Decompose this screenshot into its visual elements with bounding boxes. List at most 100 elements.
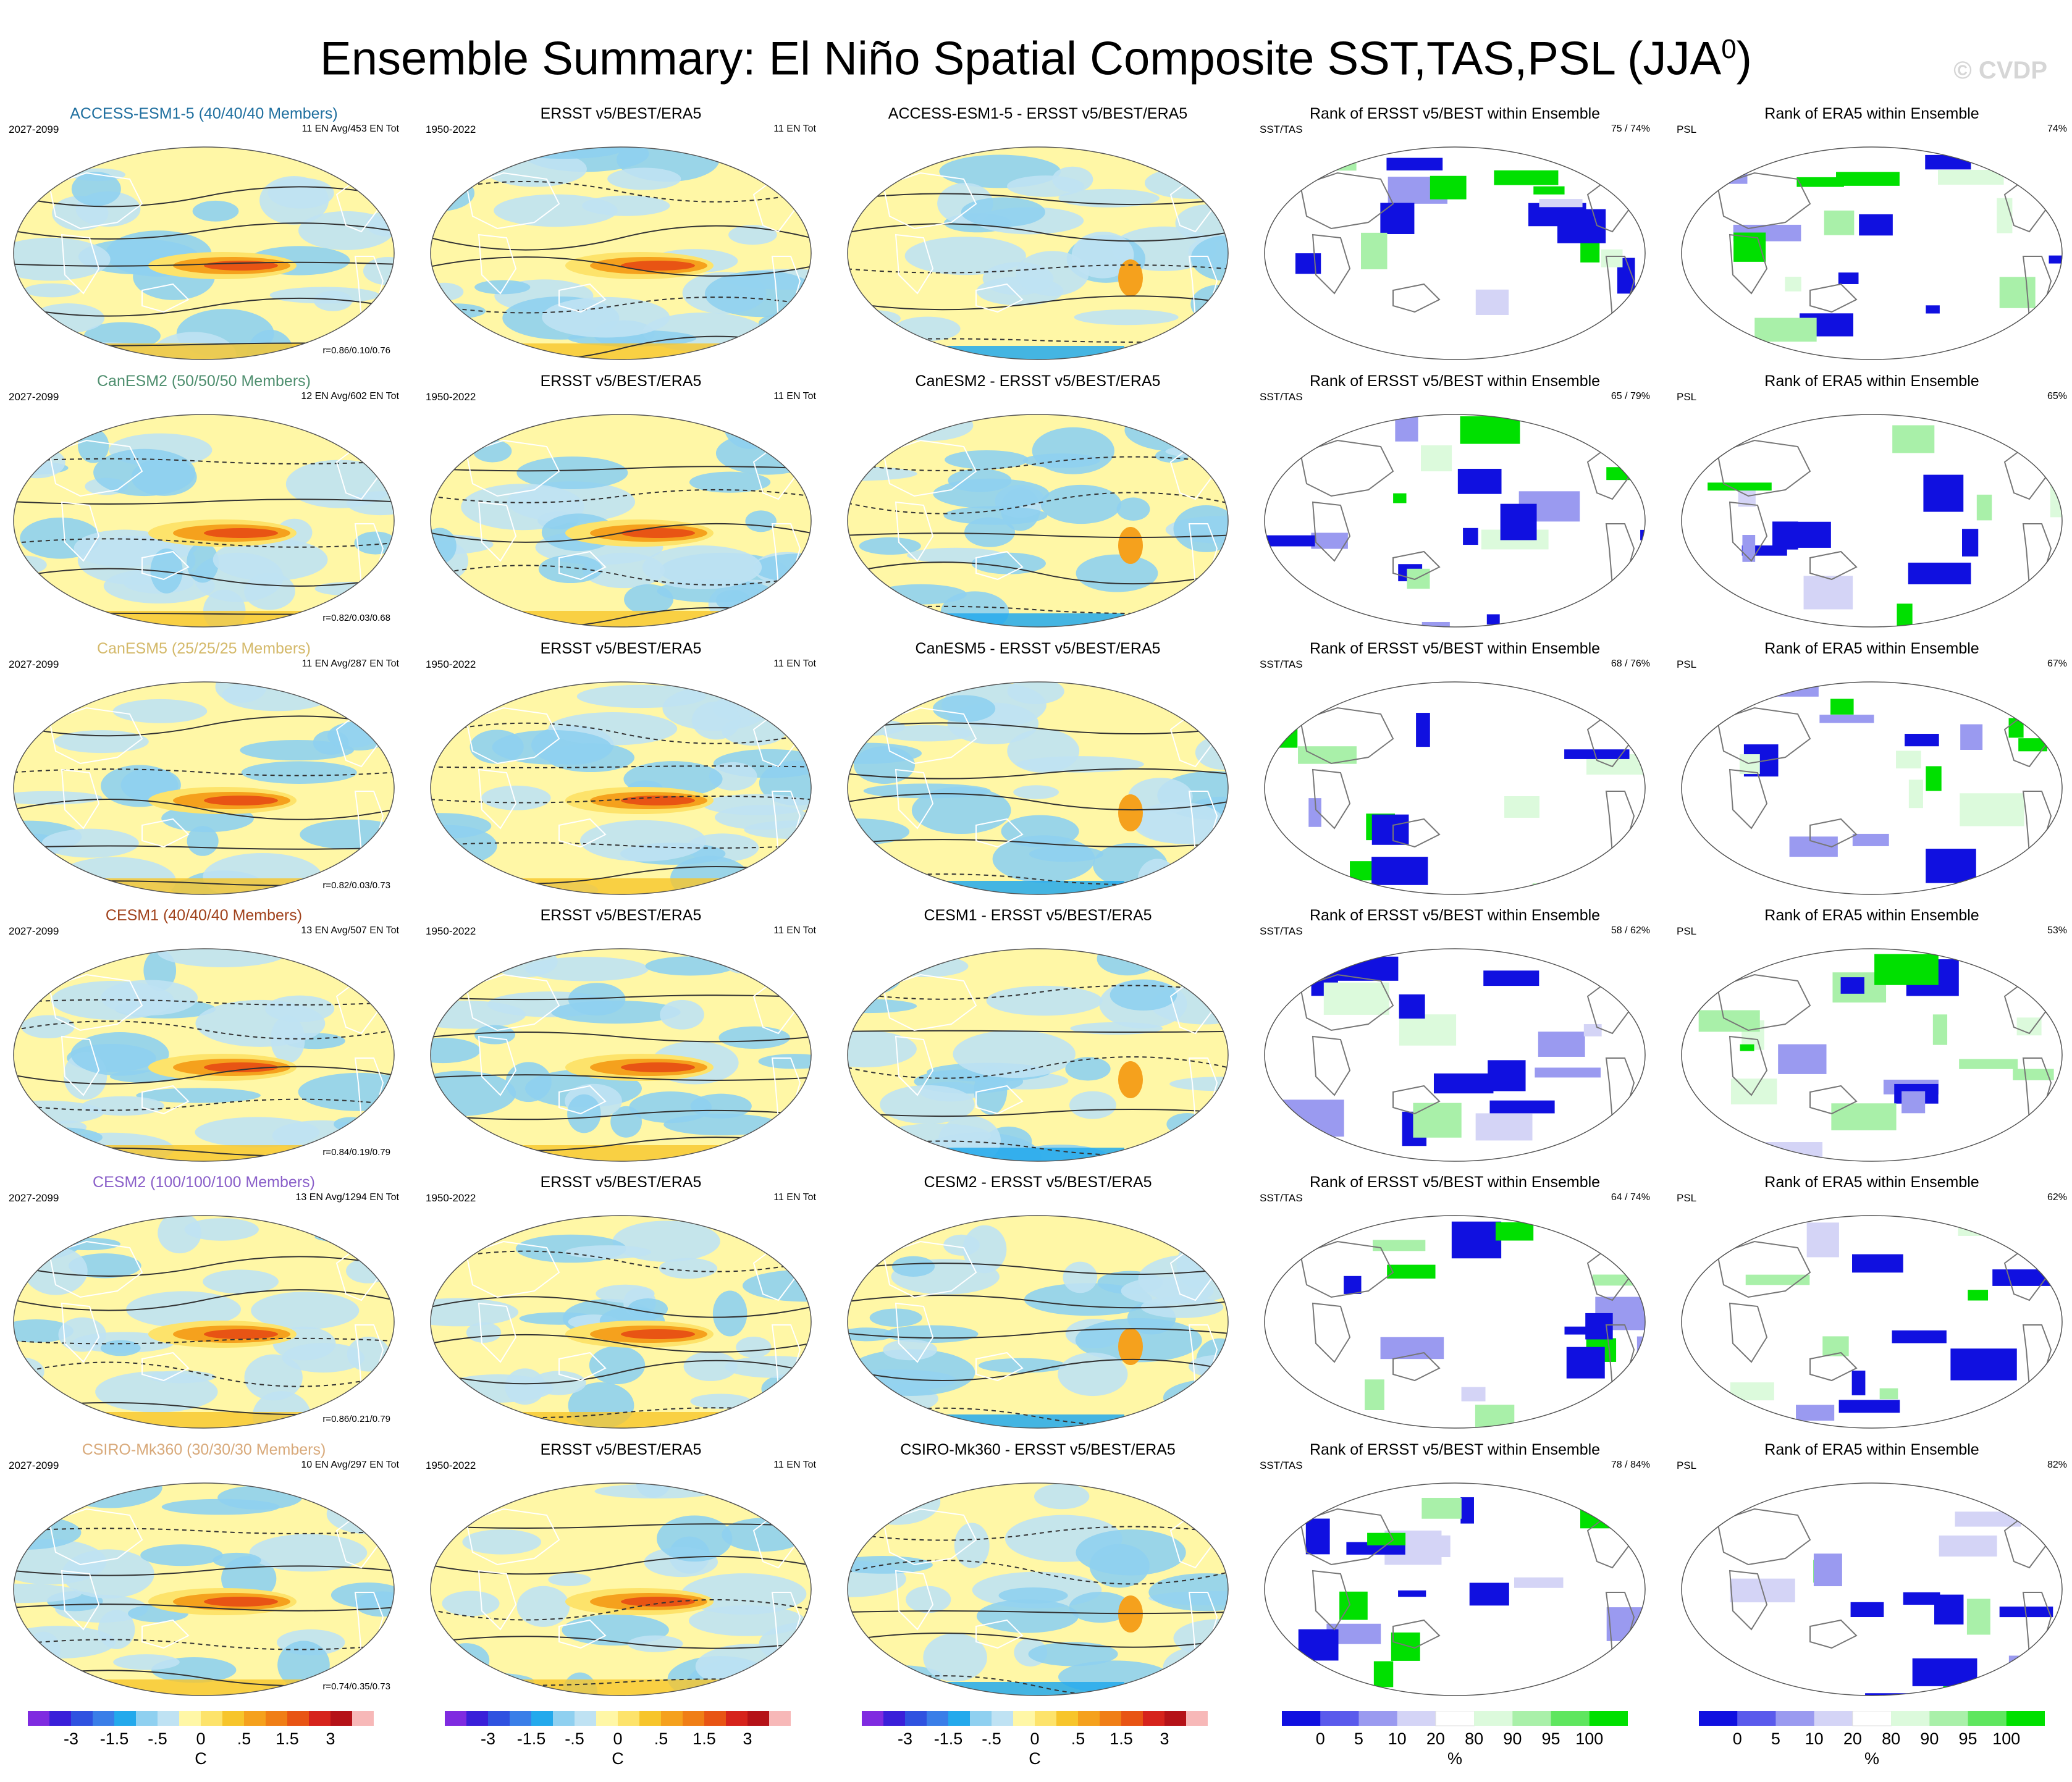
colorbar-unit: C	[1029, 1749, 1041, 1768]
colorbar-tick-label: 1.5	[1110, 1729, 1133, 1748]
composite-map	[847, 948, 1229, 1162]
colorbar-swatch	[1164, 1711, 1187, 1726]
rank-psl-percent: 74%	[2047, 124, 2067, 134]
rank-psl-tag: PSL	[1677, 391, 1697, 403]
rank-sst-percent: 68 / 76%	[1611, 658, 1650, 669]
colorbar-tick-label: 20	[1843, 1729, 1862, 1748]
colorbar-tick-label: 100	[1575, 1729, 1604, 1748]
colorbar-swatch	[1589, 1711, 1628, 1726]
rank-map	[1681, 681, 2063, 895]
rank-sst-title: Rank of ERSST v5/BEST within Ensemble	[1309, 907, 1601, 924]
colorbar-3: -3 -1.5 -.5 0 .5 1.5 3 C	[862, 1711, 1208, 1779]
rank-map	[1681, 146, 2063, 360]
colorbar-swatch	[244, 1711, 266, 1726]
obs-en-count: 11 EN Tot	[773, 124, 816, 134]
colorbar-swatch	[179, 1711, 201, 1726]
rank-sst-title: Rank of ERSST v5/BEST within Ensemble	[1309, 1174, 1601, 1191]
colorbar-swatch	[136, 1711, 158, 1726]
rank-psl-title: Rank of ERA5 within Ensemble	[1764, 372, 1979, 390]
model-period: 2027-2099	[9, 124, 59, 135]
colorbar-1: -3 -1.5 -.5 0 .5 1.5 3 C	[28, 1711, 374, 1779]
obs-en-count: 11 EN Tot	[773, 1460, 816, 1470]
colorbar-tick-label: 1.5	[693, 1729, 716, 1748]
colorbar-unit: C	[195, 1749, 207, 1768]
panel-r1-c2: ERSST v5/BEST/ERA5 1950-2022 11 EN Tot	[423, 105, 819, 364]
panel-r6-c4: Rank of ERSST v5/BEST within Ensemble SST…	[1257, 1441, 1653, 1700]
composite-map	[430, 414, 812, 628]
rank-psl-percent: 53%	[2047, 925, 2067, 936]
rank-map	[1264, 1215, 1646, 1429]
rank-sst-percent: 65 / 79%	[1611, 391, 1650, 401]
composite-map	[847, 681, 1229, 895]
rank-sst-title: Rank of ERSST v5/BEST within Ensemble	[1309, 372, 1601, 390]
composite-map	[13, 414, 395, 628]
rank-psl-tag: PSL	[1677, 1460, 1697, 1471]
colorbar-swatch	[683, 1711, 705, 1726]
colorbar-tick-label: 90	[1920, 1729, 1939, 1748]
rank-sst-title: Rank of ERSST v5/BEST within Ensemble	[1309, 640, 1601, 657]
colorbar-swatch	[769, 1711, 791, 1726]
composite-map	[13, 948, 395, 1162]
rank-psl-tag: PSL	[1677, 658, 1697, 670]
colorbar-tick-label: 95	[1541, 1729, 1560, 1748]
obs-en-count: 11 EN Tot	[773, 1192, 816, 1203]
colorbar-swatch	[862, 1711, 884, 1726]
composite-map	[847, 414, 1229, 628]
obs-period: 1950-2022	[426, 658, 476, 670]
rank-sst-tag: SST/TAS	[1260, 391, 1303, 403]
colorbar-swatch	[553, 1711, 575, 1726]
colorbar-swatch	[970, 1711, 992, 1726]
panel-r4-c3: CESM1 - ERSST v5/BEST/ERA5	[840, 907, 1236, 1166]
panel-r6-c2: ERSST v5/BEST/ERA5 1950-2022 11 EN Tot	[423, 1441, 819, 1700]
rank-psl-percent: 82%	[2047, 1460, 2067, 1470]
obs-title: ERSST v5/BEST/ERA5	[540, 1174, 702, 1191]
en-count: 11 EN Avg/453 EN Tot	[301, 124, 399, 134]
pattern-correlation: r=0.86/0.21/0.79	[322, 1414, 390, 1424]
cvdp-watermark: © CVDP	[1953, 57, 2047, 84]
rank-psl-percent: 65%	[2047, 391, 2067, 401]
composite-map	[13, 146, 395, 360]
composite-map	[430, 1215, 812, 1429]
colorbar-swatch	[488, 1711, 510, 1726]
colorbar-swatch	[49, 1711, 72, 1726]
colorbar-swatch	[1035, 1711, 1057, 1726]
colorbar-swatch	[927, 1711, 949, 1726]
rank-psl-title: Rank of ERA5 within Ensemble	[1764, 640, 1979, 657]
panel-r6-c3: CSIRO-Mk360 - ERSST v5/BEST/ERA5	[840, 1441, 1236, 1700]
panel-r5-c5: Rank of ERA5 within Ensemble PSL 62%	[1674, 1174, 2070, 1433]
colorbar-4: 0 5 10 20 80 90 95 100%	[1282, 1710, 1628, 1779]
rank-psl-tag: PSL	[1677, 925, 1697, 937]
rank-map	[1264, 681, 1646, 895]
colorbar-swatch	[1013, 1711, 1035, 1726]
colorbar-swatch	[1121, 1711, 1143, 1726]
composite-map	[430, 146, 812, 360]
obs-en-count: 11 EN Tot	[773, 658, 816, 669]
panel-r4-c5: Rank of ERA5 within Ensemble PSL 53%	[1674, 907, 2070, 1166]
panel-r2-c4: Rank of ERSST v5/BEST within Ensemble SST…	[1257, 372, 1653, 632]
colorbar-swatch	[2006, 1711, 2045, 1726]
rank-sst-title: Rank of ERSST v5/BEST within Ensemble	[1309, 1441, 1601, 1458]
rank-psl-title: Rank of ERA5 within Ensemble	[1764, 1174, 1979, 1191]
colorbar-swatch	[596, 1711, 618, 1726]
colorbar-tick-label: 5	[1354, 1729, 1363, 1748]
colorbar-tick-label: -.5	[982, 1729, 1001, 1748]
colorbar-swatch	[1852, 1710, 1892, 1726]
en-count: 11 EN Avg/287 EN Tot	[301, 658, 399, 669]
difference-title: CESM1 - ERSST v5/BEST/ERA5	[924, 907, 1152, 924]
obs-period: 1950-2022	[426, 124, 476, 135]
rank-sst-tag: SST/TAS	[1260, 658, 1303, 670]
panel-r6-c5: Rank of ERA5 within Ensemble PSL 82%	[1674, 1441, 2070, 1700]
en-count: 13 EN Avg/507 EN Tot	[301, 925, 399, 936]
colorbar-swatch	[704, 1711, 726, 1726]
colorbar-swatch	[1512, 1711, 1552, 1726]
colorbar-tick-label: 0	[1315, 1729, 1325, 1748]
obs-period: 1950-2022	[426, 925, 476, 937]
obs-period: 1950-2022	[426, 391, 476, 403]
rank-sst-percent: 64 / 74%	[1611, 1192, 1650, 1203]
model-title: CanESM2 (50/50/50 Members)	[97, 372, 311, 390]
colorbar-swatch	[1186, 1711, 1208, 1726]
model-title: CSIRO-Mk360 (30/30/30 Members)	[82, 1441, 326, 1458]
colorbar-swatch	[71, 1711, 93, 1726]
composite-map	[13, 681, 395, 895]
colorbar-swatch	[1143, 1711, 1165, 1726]
